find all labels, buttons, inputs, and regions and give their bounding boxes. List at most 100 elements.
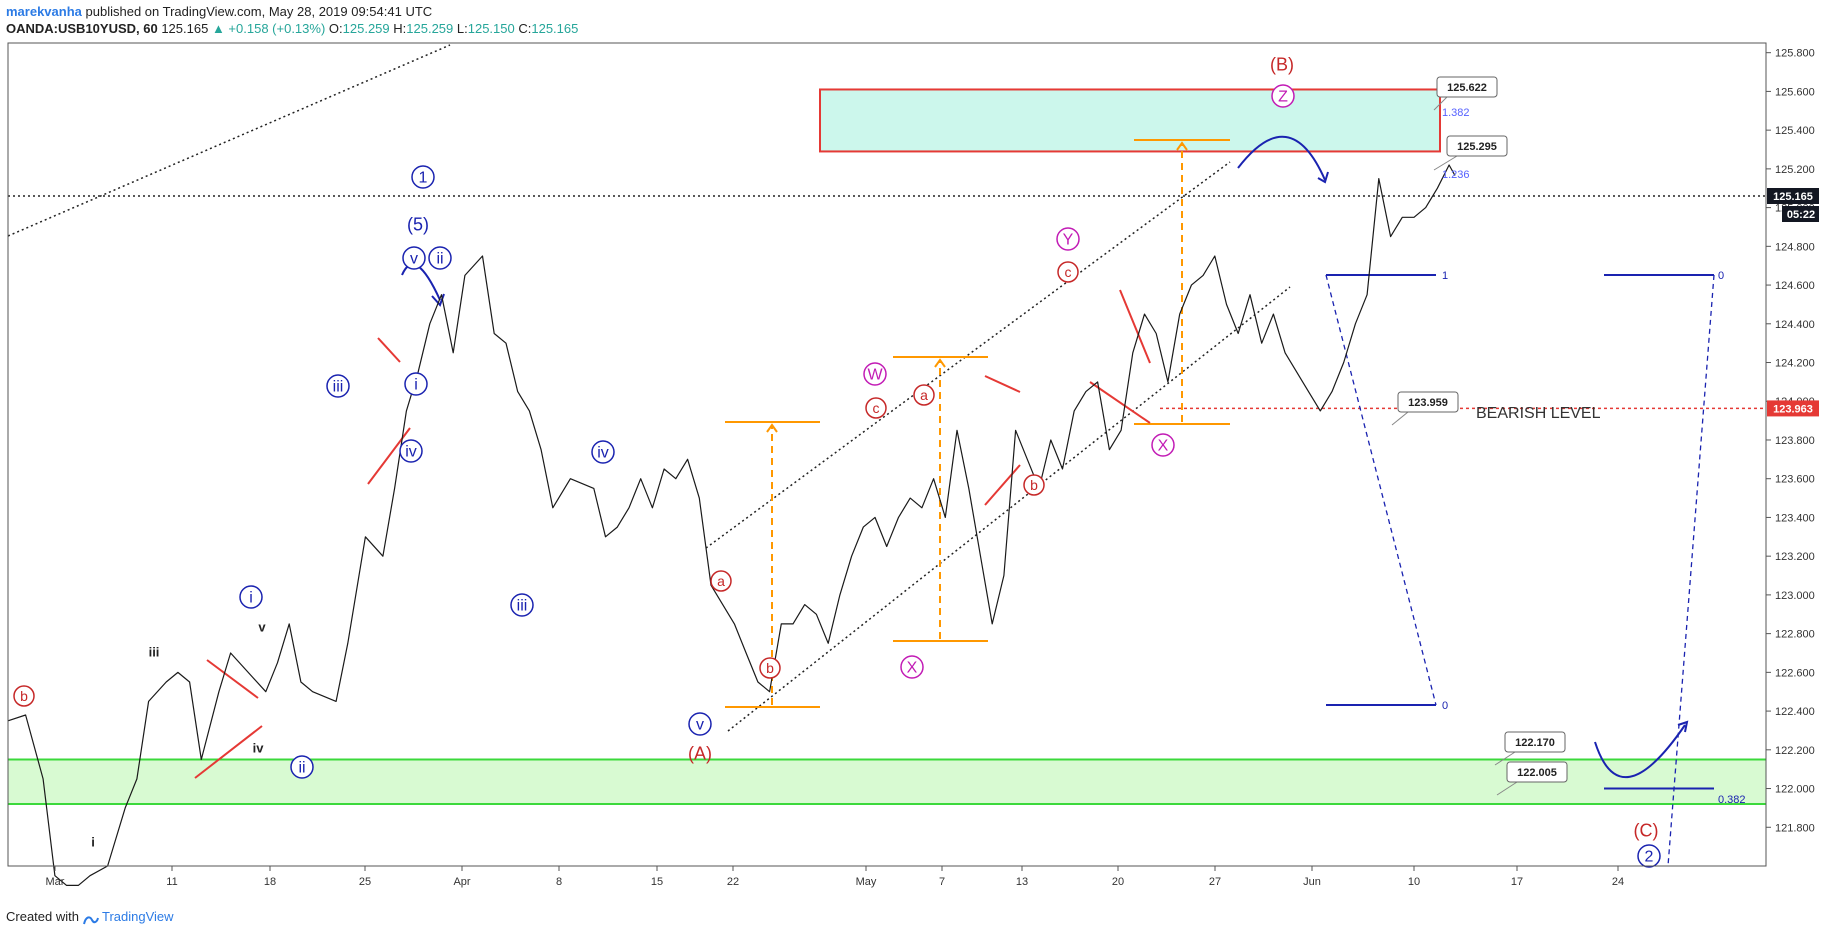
- wedge-line-3: [377, 337, 401, 363]
- arc-5: [401, 263, 441, 301]
- callout-text: 123.959: [1408, 397, 1448, 409]
- fib-orange-arrow-icon-1: [766, 423, 778, 433]
- wedge-line-6: [984, 464, 1021, 506]
- price-tag-bg: [1767, 188, 1819, 204]
- wave-label-text: ii: [436, 251, 443, 268]
- wave-label-circle: [1151, 433, 1175, 457]
- y-tick-label: 125.800: [1775, 48, 1815, 60]
- x-tick-label: 8: [556, 876, 562, 888]
- wave-label-20: (A): [688, 743, 712, 763]
- wave-label-text: i: [249, 590, 253, 607]
- y-tick-label: 125.600: [1775, 86, 1815, 98]
- callout-pointer: [1433, 155, 1458, 171]
- close-label: C:: [518, 21, 532, 36]
- callout-pointer: [1433, 96, 1448, 111]
- wave-label-text: (B): [1270, 54, 1294, 74]
- wave-label-circle: [759, 657, 781, 679]
- plot-frame: [7, 42, 1767, 867]
- wave-label-2: (5): [407, 214, 429, 234]
- symbol-info: OANDA:USB10YUSD, 60 125.165 ▲ +0.158 (+0…: [6, 21, 578, 36]
- wave-label-circle: [13, 685, 35, 707]
- wave-label-18: a: [710, 570, 732, 592]
- symbol-name: OANDA:USB10YUSD, 60: [6, 21, 158, 36]
- wave-label-circle: [591, 440, 615, 464]
- bearish-tag-value: 123.963: [1773, 403, 1813, 415]
- wave-label-24: a: [913, 384, 935, 406]
- wave-label-circle: [688, 712, 712, 736]
- x-tick-label: 7: [939, 876, 945, 888]
- wave-label-19: b: [759, 657, 781, 679]
- wave-label-circle: [402, 246, 426, 270]
- wave-label-text: (C): [1634, 820, 1659, 840]
- fib-label-2: 1.236: [1442, 169, 1470, 181]
- x-tick-label: 22: [727, 876, 739, 888]
- x-tick-label: Mar: [46, 876, 65, 888]
- wave-label-32: 2: [1637, 844, 1661, 868]
- wave-label-circle: [863, 362, 887, 386]
- wave-label-text: 2: [1645, 849, 1654, 866]
- channel-lower: [727, 286, 1291, 732]
- arc-bottom-arrow-icon: [1677, 720, 1689, 733]
- price-tag-value: 125.165: [1773, 191, 1813, 203]
- wave-label-text: iv: [253, 741, 265, 756]
- wave-label-circle: [239, 585, 263, 609]
- wave-label-text: iv: [405, 444, 417, 461]
- wave-label-8: i: [239, 585, 263, 609]
- wave-label-text: i: [91, 835, 95, 850]
- wave-label-5: iii: [326, 374, 350, 398]
- wave-label-27: Y: [1056, 227, 1080, 251]
- callout-box: [1436, 76, 1498, 98]
- callout-box: [1397, 391, 1459, 413]
- wave-label-text: iii: [149, 645, 160, 660]
- wave-label-circle: [1023, 474, 1045, 496]
- y-tick-label: 122.000: [1775, 784, 1815, 796]
- y-tick-label: 123.200: [1775, 551, 1815, 563]
- channel-upper: [705, 161, 1231, 549]
- author-link[interactable]: marekvanha: [6, 4, 82, 19]
- y-tick-label: 124.600: [1775, 280, 1815, 292]
- wave-label-circle: [1056, 227, 1080, 251]
- callout-text: 122.170: [1515, 737, 1555, 749]
- wave-label-text: (5): [407, 214, 429, 234]
- x-tick-label: Apr: [453, 876, 470, 888]
- wave-label-30: (B): [1270, 54, 1294, 74]
- wave-label-circle: [326, 374, 350, 398]
- wave-label-text: iv: [597, 445, 609, 462]
- arc-top-arrow-icon: [1317, 171, 1329, 184]
- wave-label-circle: [710, 570, 732, 592]
- wave-label-text: b: [1030, 477, 1038, 493]
- footer-brand[interactable]: TradingView: [102, 909, 174, 924]
- wedge-line-2: [206, 659, 259, 699]
- y-tick-label: 124.400: [1775, 319, 1815, 331]
- wave-label-text: X: [1158, 438, 1169, 455]
- y-tick-label: 122.600: [1775, 667, 1815, 679]
- callout-3: 123.959: [1391, 391, 1459, 426]
- x-tick-label: 10: [1408, 876, 1420, 888]
- axis-layer: 125.800125.600125.400125.200125.000124.8…: [7, 42, 1819, 888]
- wave-label-text: c: [1065, 264, 1072, 280]
- footer: Created with TradingView: [6, 909, 174, 924]
- wave-label-circle: [399, 439, 423, 463]
- wave-label-circle: [510, 593, 534, 617]
- wave-label-22: W: [863, 362, 887, 386]
- fib-orange-arrow-icon-2: [934, 358, 946, 368]
- bearish-tag-bg: [1767, 400, 1819, 417]
- open-label: O:: [328, 21, 343, 36]
- y-tick-label: 123.600: [1775, 474, 1815, 486]
- x-tick-label: 11: [166, 876, 177, 888]
- fib-label-4: 0: [1442, 700, 1448, 712]
- wave-label-circle: [865, 397, 887, 419]
- wave-label-circle: [1271, 84, 1295, 108]
- wave-label-text: v: [696, 717, 704, 734]
- x-tick-label: 25: [359, 876, 371, 888]
- wave-label-1: 1: [411, 165, 435, 189]
- x-tick-label: 27: [1209, 876, 1221, 888]
- y-tick-label: 123.000: [1775, 590, 1815, 602]
- wave-label-6: i: [404, 372, 428, 396]
- wedge-line-1: [194, 725, 263, 779]
- callout-box: [1446, 135, 1508, 157]
- price-layer: [7, 164, 1456, 887]
- wave-label-13: b: [13, 685, 35, 707]
- price-tag-time: 05:22: [1787, 209, 1815, 221]
